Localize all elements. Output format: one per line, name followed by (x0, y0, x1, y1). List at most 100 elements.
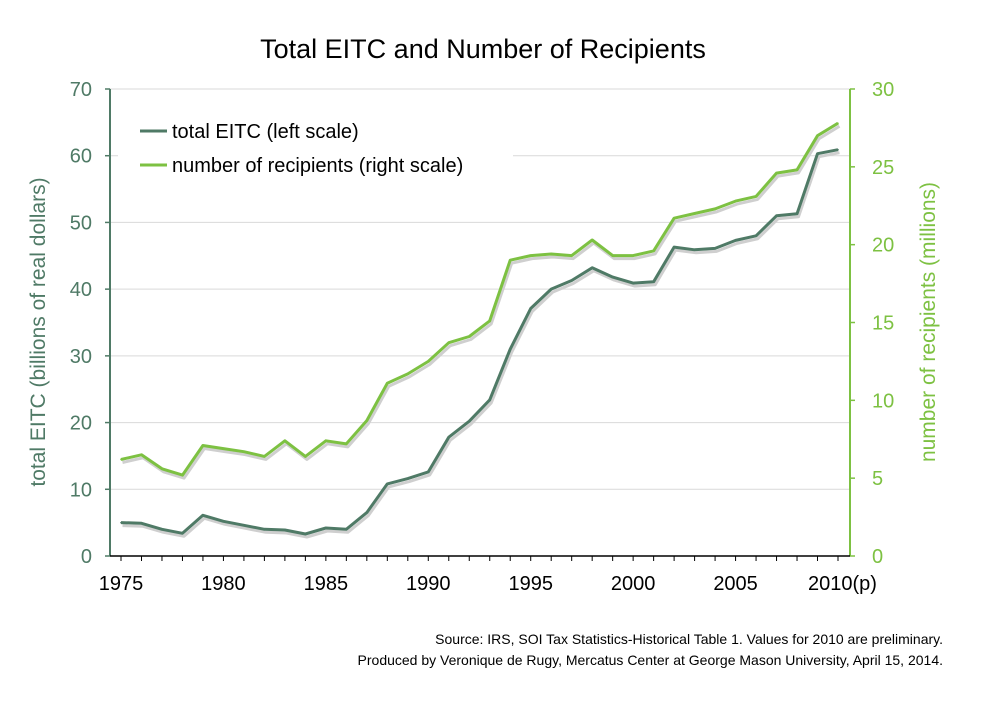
point-total-eitc (427, 471, 430, 473)
right-tick-label: 20 (872, 235, 894, 257)
point-total-eitc (140, 522, 143, 525)
series-line-total-eitc (120, 148, 839, 536)
x-tick-label: 1980 (201, 573, 246, 595)
point-total-eitc (816, 152, 819, 155)
point-total-eitc (693, 248, 696, 251)
point-recipients (693, 212, 696, 215)
source-note: Source: IRS, SOI Tax Statistics-Historic… (435, 631, 943, 647)
right-axis-label: number of recipients (millions) (917, 182, 940, 462)
point-total-eitc (509, 348, 512, 350)
point-recipients (755, 195, 757, 198)
point-recipients (611, 254, 614, 257)
point-recipients (816, 134, 819, 137)
point-total-eitc (345, 528, 348, 531)
x-tick-label: 1985 (304, 573, 349, 595)
point-total-eitc (366, 511, 368, 514)
right-tick-label: 5 (872, 468, 883, 490)
point-total-eitc (222, 520, 225, 523)
x-tick-label: 1995 (508, 573, 553, 595)
left-tick-label: 20 (70, 413, 92, 435)
left-axis-ticks: 0 10 20 30 40 50 60 70 (70, 79, 110, 568)
point-total-eitc (714, 247, 716, 250)
point-total-eitc (120, 521, 122, 524)
x-tick-label: 2010(p) (808, 573, 877, 595)
point-total-eitc (325, 527, 327, 529)
point-recipients (407, 373, 409, 375)
point-total-eitc (632, 282, 634, 284)
right-tick-label: 0 (872, 546, 883, 568)
point-total-eitc (755, 234, 757, 237)
point-recipients (796, 169, 798, 171)
point-recipients (222, 447, 225, 450)
point-recipients (632, 254, 634, 257)
point-recipients (140, 454, 143, 456)
point-recipients (775, 172, 778, 174)
left-tick-label: 0 (81, 546, 92, 568)
series-shadow (122, 151, 840, 539)
point-total-eitc (570, 279, 573, 282)
x-axis-ticks: 1975 1980 1985 1990 1995 2000 2005 2010(p) (99, 556, 877, 595)
legend-label-recipients: number of recipients (right scale) (172, 155, 463, 177)
point-total-eitc (611, 276, 614, 278)
point-recipients (673, 217, 675, 220)
point-total-eitc (775, 214, 778, 217)
left-tick-label: 60 (70, 146, 92, 168)
point-recipients (284, 440, 286, 442)
point-total-eitc (202, 514, 204, 517)
point-recipients (447, 341, 450, 344)
point-total-eitc (243, 524, 245, 527)
credit-note: Produced by Veronique de Rugy, Mercatus … (358, 652, 943, 668)
point-total-eitc (796, 212, 798, 215)
chart-title: Total EITC and Number of Recipients (260, 34, 706, 64)
point-recipients (714, 208, 716, 210)
right-tick-label: 25 (872, 157, 894, 179)
point-total-eitc (161, 528, 163, 531)
point-recipients (591, 239, 593, 241)
right-tick-label: 10 (872, 390, 894, 412)
point-total-eitc (488, 399, 491, 401)
point-total-eitc (468, 420, 471, 423)
right-tick-label: 15 (872, 313, 894, 335)
x-tick-label: 1975 (99, 573, 144, 595)
legend-label-eitc: total EITC (left scale) (172, 121, 359, 143)
series-shadow (122, 124, 841, 480)
x-tick-label: 1990 (406, 573, 451, 595)
point-recipients (181, 474, 184, 476)
left-tick-label: 50 (70, 212, 92, 234)
point-total-eitc (447, 436, 450, 439)
point-total-eitc (837, 148, 839, 151)
point-recipients (366, 419, 368, 422)
point-recipients (734, 200, 737, 202)
point-recipients (570, 254, 573, 257)
point-recipients (509, 259, 512, 262)
point-total-eitc (550, 288, 552, 290)
point-recipients (161, 468, 163, 470)
point-total-eitc (304, 533, 307, 535)
point-recipients (488, 320, 491, 322)
x-tick-label: 2005 (713, 573, 758, 595)
point-recipients (304, 455, 307, 458)
point-recipients (325, 440, 327, 442)
point-recipients (202, 444, 204, 447)
point-total-eitc (181, 532, 184, 535)
point-total-eitc (386, 483, 389, 485)
series-lines (120, 121, 841, 539)
point-recipients (120, 458, 122, 461)
legend-background (118, 115, 513, 185)
point-recipients (550, 253, 552, 255)
point-recipients (345, 443, 348, 445)
point-total-eitc (652, 281, 655, 283)
point-total-eitc (263, 528, 266, 531)
point-total-eitc (734, 239, 737, 242)
point-recipients (652, 250, 655, 252)
point-recipients (468, 335, 471, 338)
legend: total EITC (left scale) number of recipi… (118, 115, 513, 185)
left-tick-label: 30 (70, 346, 92, 368)
series-line-recipients (120, 121, 839, 477)
point-recipients (837, 122, 839, 125)
point-recipients (243, 450, 245, 453)
left-tick-label: 40 (70, 279, 92, 301)
point-recipients (263, 455, 266, 458)
x-tick-label: 2000 (611, 573, 656, 595)
left-tick-label: 70 (70, 79, 92, 101)
